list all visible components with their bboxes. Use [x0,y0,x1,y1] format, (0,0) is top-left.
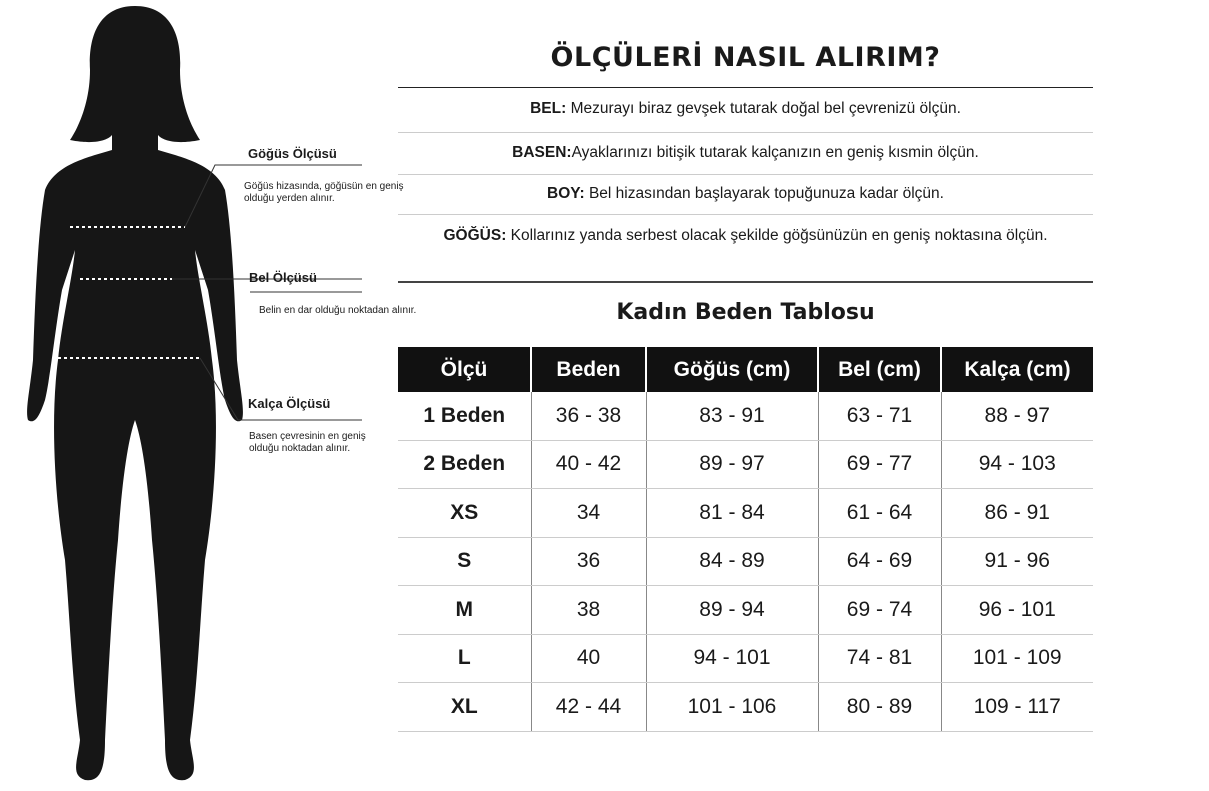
table-cell: 101 - 106 [645,682,818,732]
table-row: 2 Beden 40 - 42 89 - 97 69 - 77 94 - 103 [398,440,1093,489]
column-header: Göğüs (cm) [645,347,818,392]
table-cell: 80 - 89 [817,682,941,732]
table-cell: L [398,634,531,683]
table-cell: XL [398,682,531,732]
table-row: S 36 84 - 89 64 - 69 91 - 96 [398,537,1093,586]
table-cell: XS [398,488,531,538]
table-cell: 38 [530,585,646,635]
table-cell: 63 - 71 [817,392,941,441]
table-cell: 34 [530,488,646,538]
table-cell: 86 - 91 [940,488,1093,538]
table-cell: 84 - 89 [645,537,818,586]
table-title: Kadın Beden Tablosu [616,300,875,325]
table-cell: 81 - 84 [645,488,818,538]
instruction-bel: BEL: Mezurayı biraz gevşek tutarak doğal… [530,100,961,117]
column-header: Bel (cm) [817,347,941,392]
page-title: ÖLÇÜLERİ NASIL ALIRIM? [550,42,941,73]
table-cell: 89 - 97 [645,440,818,489]
table-cell: 36 [530,537,646,586]
chest-desc: Göğüs hizasında, göğüsün en geniş olduğu… [244,181,404,204]
table-cell: S [398,537,531,586]
waist-desc: Belin en dar olduğu noktadan alınır. [259,305,417,316]
table-cell: 40 - 42 [530,440,646,489]
instruction-boy: BOY: Bel hizasından başlayarak topuğunuz… [547,185,944,202]
table-row: 1 Beden 36 - 38 83 - 91 63 - 71 88 - 97 [398,392,1093,441]
column-header: Kalça (cm) [940,347,1093,392]
table-cell: 96 - 101 [940,585,1093,635]
table-cell: 69 - 74 [817,585,941,635]
table-cell: 89 - 94 [645,585,818,635]
table-cell: 101 - 109 [940,634,1093,683]
table-cell: 36 - 38 [530,392,646,441]
table-cell: 88 - 97 [940,392,1093,441]
table-cell: 61 - 64 [817,488,941,538]
table-row: XL 42 - 44 101 - 106 80 - 89 109 - 117 [398,682,1093,732]
table-row: M 38 89 - 94 69 - 74 96 - 101 [398,585,1093,635]
instruction-gogus: GÖĞÜS: Kollarınız yanda serbest olacak ş… [443,227,1048,244]
table-cell: 91 - 96 [940,537,1093,586]
waist-label: Bel Ölçüsü [249,270,317,285]
table-row: XS 34 81 - 84 61 - 64 86 - 91 [398,488,1093,538]
table-cell: 94 - 101 [645,634,818,683]
table-cell: 64 - 69 [817,537,941,586]
table-cell: 2 Beden [398,440,531,489]
size-table: Ölçü Beden Göğüs (cm) Bel (cm) Kalça (cm) 1 … [398,347,1093,732]
instruction-basen: BASEN:Ayaklarınızı bitişik tutarak kalça… [512,144,979,161]
woman-silhouette [27,6,362,781]
column-header: Ölçü [398,347,531,392]
table-cell: 74 - 81 [817,634,941,683]
table-row: L 40 94 - 101 74 - 81 101 - 109 [398,634,1093,683]
table-cell: 40 [530,634,646,683]
hip-label: Kalça Ölçüsü [248,396,331,411]
table-cell: 83 - 91 [645,392,818,441]
table-cell: 109 - 117 [940,682,1093,732]
hip-desc: Basen çevresinin en geniş olduğu noktada… [249,431,366,454]
table-cell: 69 - 77 [817,440,941,489]
column-header: Beden [530,347,646,392]
table-cell: M [398,585,531,635]
table-cell: 42 - 44 [530,682,646,732]
table-cell: 94 - 103 [940,440,1093,489]
chest-label: Göğüs Ölçüsü [248,146,337,161]
table-cell: 1 Beden [398,392,531,441]
